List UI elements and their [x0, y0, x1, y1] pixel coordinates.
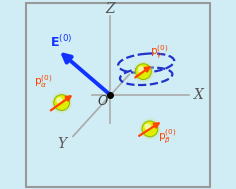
Circle shape — [52, 93, 72, 112]
Circle shape — [142, 121, 158, 137]
Text: $\mathrm{p}_{\alpha}^{(0)}$: $\mathrm{p}_{\alpha}^{(0)}$ — [34, 74, 52, 90]
Circle shape — [139, 67, 144, 72]
Text: $\mathrm{p}_{\gamma}^{(0)}$: $\mathrm{p}_{\gamma}^{(0)}$ — [150, 43, 169, 61]
Text: Y: Y — [57, 137, 66, 151]
Circle shape — [135, 64, 151, 80]
Text: X: X — [194, 88, 204, 102]
Circle shape — [57, 98, 62, 103]
Circle shape — [134, 62, 153, 81]
Text: $\mathbf{E}^{(0)}$: $\mathbf{E}^{(0)}$ — [50, 35, 73, 50]
Circle shape — [54, 95, 70, 111]
Text: $\mathrm{p}_{\beta}^{(0)}$: $\mathrm{p}_{\beta}^{(0)}$ — [158, 127, 176, 146]
Circle shape — [140, 119, 160, 139]
Text: Z: Z — [106, 2, 115, 16]
Text: O: O — [98, 95, 108, 108]
Circle shape — [145, 124, 150, 129]
